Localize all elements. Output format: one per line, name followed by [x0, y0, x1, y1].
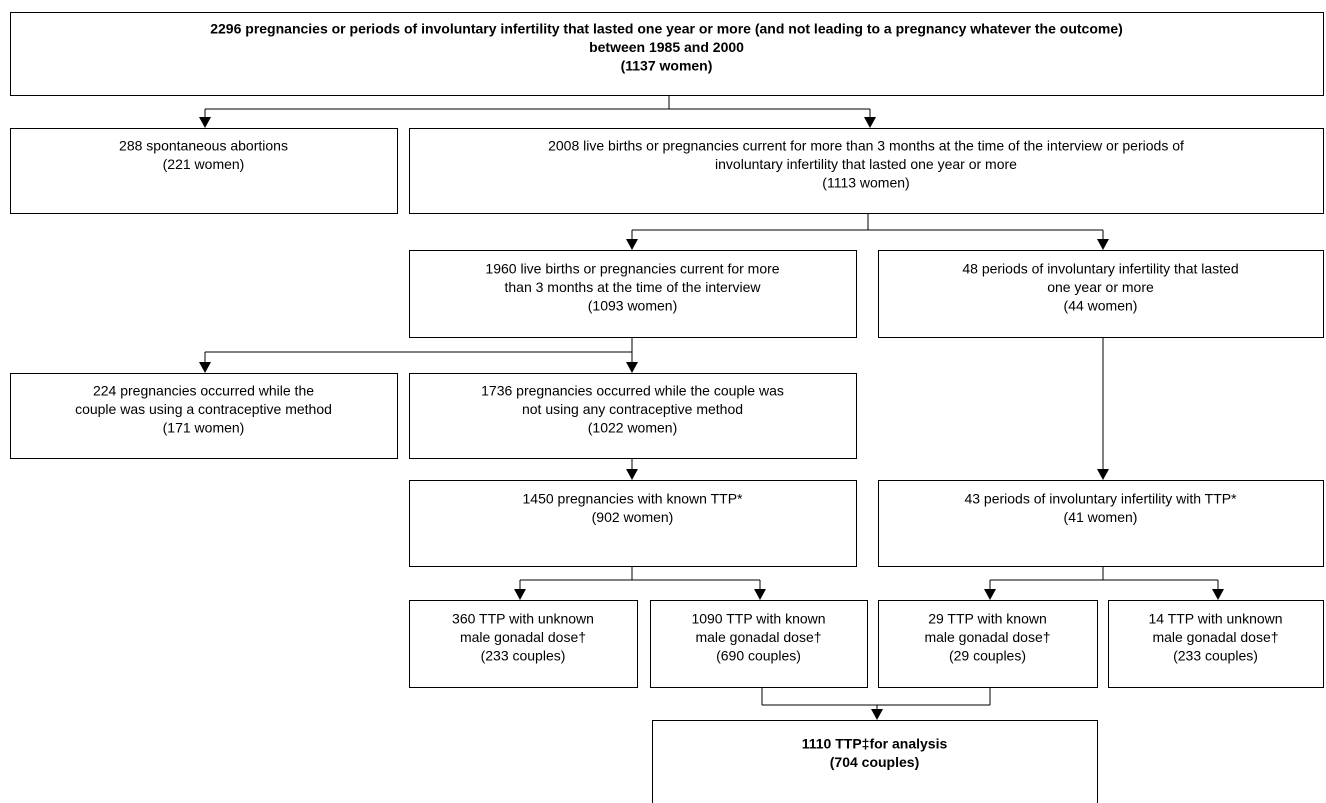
node-text: 1736 pregnancies occurred while the coup…	[481, 383, 784, 399]
flow-node: 48 periods of involuntary infertility th…	[878, 250, 1324, 338]
node-text: male gonadal dose†	[924, 629, 1050, 645]
arrowhead	[514, 589, 526, 600]
node-box	[10, 373, 398, 459]
flow-node: 1450 pregnancies with known TTP* (902 wom…	[409, 480, 857, 567]
node-text: 29 TTP with known	[928, 611, 1047, 627]
node-text: involuntary infertility that lasted one …	[715, 156, 1017, 172]
flow-node: 1090 TTP with known male gonadal dose† (69…	[650, 600, 868, 688]
flow-node: 1960 live births or pregnancies current …	[409, 250, 857, 338]
node-text: male gonadal dose†	[695, 629, 821, 645]
node-text: (1022 women)	[588, 420, 678, 436]
node-box	[409, 480, 857, 567]
node-text: than 3 months at the time of the intervi…	[504, 279, 761, 295]
connectors	[204, 95, 1219, 710]
node-box	[652, 720, 1098, 803]
node-box	[409, 250, 857, 338]
arrowhead	[984, 589, 996, 600]
node-text: male gonadal dose†	[1152, 629, 1278, 645]
node-text: 288 spontaneous abortions	[119, 138, 288, 154]
node-box	[878, 480, 1324, 567]
node-text: 2296 pregnancies or periods of involunta…	[210, 21, 1123, 37]
node-text: 48 periods of involuntary infertility th…	[962, 261, 1238, 277]
node-text: 1090 TTP with known	[691, 611, 825, 627]
node-box	[878, 250, 1324, 338]
node-text: (704 couples)	[830, 754, 919, 770]
node-text: 360 TTP with unknown	[452, 611, 594, 627]
node-text: (233 couples)	[1173, 648, 1258, 664]
flow-node: 29 TTP with known male gonadal dose† (29 c…	[878, 600, 1098, 688]
node-text: (1137 women)	[621, 58, 713, 74]
node-box	[409, 128, 1324, 214]
arrowhead	[626, 362, 638, 373]
flow-node: 14 TTP with unknown male gonadal dose† (23…	[1108, 600, 1324, 688]
node-text: 1450 pregnancies with known TTP*	[523, 491, 744, 507]
node-text: one year or more	[1047, 279, 1154, 295]
node-text: 14 TTP with unknown	[1148, 611, 1282, 627]
flow-node: 1736 pregnancies occurred while the coup…	[409, 373, 857, 459]
arrowhead	[871, 709, 883, 720]
node-text: male gonadal dose†	[460, 629, 586, 645]
node-box	[650, 600, 868, 688]
node-box	[878, 600, 1098, 688]
node-text: (221 women)	[163, 156, 245, 172]
flow-node: 43 periods of involuntary infertility wi…	[878, 480, 1324, 567]
node-text: not using any contraceptive method	[522, 401, 743, 417]
arrowhead	[1097, 239, 1109, 250]
node-text: (1113 women)	[822, 175, 909, 191]
node-text: 43 periods of involuntary infertility wi…	[964, 491, 1237, 507]
node-text: (233 couples)	[481, 648, 566, 664]
flow-node: 1110 TTP‡for analysis (704 couples)	[652, 720, 1098, 803]
node-text: (29 couples)	[949, 648, 1026, 664]
node-text: 1960 live births or pregnancies current …	[485, 261, 779, 277]
arrowhead	[626, 469, 638, 480]
arrowhead	[626, 239, 638, 250]
node-box	[409, 373, 857, 459]
node-text: (44 women)	[1064, 298, 1138, 314]
node-box	[10, 12, 1324, 96]
node-text: couple was using a contraceptive method	[75, 401, 332, 417]
flow-node: 224 pregnancies occurred while the couple…	[10, 373, 398, 459]
arrowhead	[1097, 469, 1109, 480]
node-text: (171 women)	[163, 420, 245, 436]
node-box	[1108, 600, 1324, 688]
flow-node: 2008 live births or pregnancies current …	[409, 128, 1324, 214]
arrowhead	[199, 362, 211, 373]
arrowhead	[199, 117, 211, 128]
node-text: (690 couples)	[716, 648, 801, 664]
arrowhead	[864, 117, 876, 128]
flow-node: 360 TTP with unknown male gonadal dose† (2…	[409, 600, 638, 688]
node-text: (902 women)	[592, 509, 674, 525]
node-text: (41 women)	[1064, 509, 1138, 525]
node-text: 2008 live births or pregnancies current …	[548, 138, 1184, 154]
node-box	[409, 600, 638, 688]
flow-node: 288 spontaneous abortions (221 women)	[10, 128, 398, 214]
node-text: 224 pregnancies occurred while the	[93, 383, 314, 399]
arrowhead	[1212, 589, 1224, 600]
flow-node: 2296 pregnancies or periods of involunta…	[10, 12, 1324, 96]
node-text: between 1985 and 2000	[589, 39, 744, 55]
arrowhead	[754, 589, 766, 600]
node-text: (1093 women)	[588, 298, 678, 314]
node-text: 1110 TTP‡for analysis	[802, 736, 948, 752]
node-box	[10, 128, 398, 214]
